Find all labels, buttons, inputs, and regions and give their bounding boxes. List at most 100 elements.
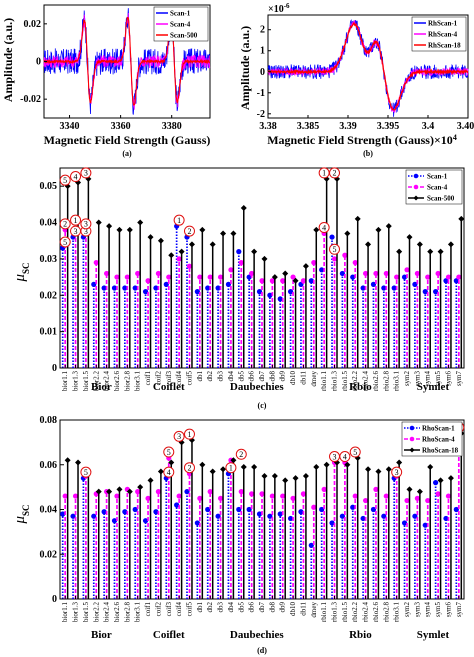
chart-d-marker-2	[145, 495, 151, 501]
chart-c-rank-number: 3	[74, 227, 78, 236]
chart-d-rank-badge	[183, 428, 195, 440]
chart-d-category-label: rbio1.1	[320, 602, 328, 623]
chart-d-marker-1	[194, 520, 200, 526]
chart-d-marker-3	[427, 463, 434, 470]
legend-c-label-2: Scan-4	[427, 184, 448, 192]
chart-c-rank-number: 1	[322, 169, 326, 178]
chart-d-category-label: bior2.8	[123, 602, 131, 623]
chart-c-rank-number: 2	[187, 227, 191, 236]
chart-d-marker-1	[412, 513, 418, 519]
chart-c-marker-2	[93, 259, 99, 266]
chart-d-marker-3	[209, 468, 216, 475]
chart-c-marker-1	[443, 278, 449, 284]
chart-c-category-label: sym3	[413, 371, 421, 387]
chart-c-marker-1	[91, 281, 97, 287]
chart-c-marker-1	[422, 289, 428, 295]
chart-d-marker-3	[251, 463, 258, 470]
chart-d-category-label: bior3.1	[134, 602, 142, 623]
chart-d-marker-3	[375, 468, 382, 475]
chart-d-marker-1	[236, 506, 242, 513]
chart-c-marker-1	[153, 285, 159, 291]
chart-d-stems	[60, 430, 465, 599]
chart-d-marker-2	[135, 489, 141, 495]
chart-a-xtick-label: 3340	[60, 121, 80, 132]
chart-d-category-label: coif5	[185, 602, 193, 617]
chart-c-ytick-label: 0	[52, 363, 57, 374]
chart-d-marker-2	[300, 491, 307, 497]
chart-c-marker-1	[277, 296, 283, 302]
chart-c-category-label: coif5	[185, 371, 193, 386]
chart-d-category-label: rbio2.2	[351, 602, 359, 623]
chart-c-marker-3	[458, 215, 465, 222]
chart-d-marker-2	[435, 491, 441, 497]
chart-a-ticks: 3340 3360 3380 -0.02 0 0.02	[20, 19, 182, 132]
chart-d-marker-2	[155, 489, 162, 495]
chart-d-category-label: bior1.1	[61, 602, 69, 623]
chart-b-ylabel: Amplitude (a.u.)	[238, 26, 252, 110]
chart-d-category-label: coif2	[154, 602, 162, 617]
chart-b-xtick-label: 3.405	[457, 121, 474, 132]
chart-b-ytick-label: -2	[257, 109, 265, 120]
chart-c-marker-2	[114, 274, 120, 280]
chart-d-ytick-label: 0	[52, 594, 57, 605]
chart-d-marker-1	[111, 518, 118, 524]
chart-c-marker-3	[261, 255, 268, 262]
chart-c-marker-3	[220, 230, 227, 237]
chart-a-series-lines	[43, 8, 211, 115]
chart-d-marker-2	[72, 493, 79, 499]
chart-d-marker-3	[385, 466, 392, 473]
chart-c-marker-3	[95, 219, 102, 226]
chart-d-rank-badge	[163, 446, 175, 458]
chart-c-category-label: db7	[258, 371, 266, 382]
chart-d-marker-1	[401, 520, 408, 526]
chart-c-marker-1	[298, 281, 304, 287]
chart-c-marker-2	[124, 274, 130, 280]
chart-d-category-label: bior2.6	[113, 602, 121, 623]
chart-d-category-label: db8	[268, 602, 276, 613]
chart-d-marker-2	[290, 495, 296, 501]
chart-d-marker-2	[217, 495, 224, 501]
chart-d-category-label: bior1.3	[72, 602, 80, 623]
chart-c-rank-badge	[183, 225, 195, 237]
chart-d-ytick-label: 0.06	[40, 460, 58, 471]
chart-d-marker-1	[443, 515, 449, 522]
chart-d-marker-2	[414, 495, 420, 501]
chart-d-marker-1	[360, 515, 366, 522]
chart-d-rank-badge	[349, 446, 361, 458]
chart-d-marker-2	[176, 493, 182, 499]
chart-d-family-label: Daubechies	[230, 629, 285, 641]
chart-d-category-label: db10	[289, 602, 297, 617]
chart-a-series-3	[43, 17, 211, 106]
chart-d-category-label: rbio3.1	[393, 602, 401, 623]
chart-d-category-label: db7	[258, 602, 266, 613]
chart-b-ytick-label: 1	[260, 46, 265, 57]
chart-a-xlabel: Magnetic Field Strength (Gauss)	[44, 133, 211, 147]
chart-c-marker-3	[251, 248, 258, 255]
chart-c-marker-1	[111, 285, 118, 291]
chart-c-legend: Scan-1 Scan-4 Scan-500	[405, 169, 463, 205]
chart-c-category-label: bior2.6	[113, 371, 121, 392]
chart-c-family-label: Bior	[91, 381, 112, 393]
chart-b-ytick-label: -1	[257, 88, 265, 99]
chart-c-rank-number: 5	[333, 245, 337, 254]
chart-c-category-label: db9	[279, 371, 287, 382]
chart-c-category-label: db4	[227, 371, 235, 382]
chart-d-rank-number: 3	[333, 452, 337, 461]
legend-b-label-2: RhScan-4	[428, 31, 458, 39]
chart-d-marker-1	[60, 511, 66, 517]
chart-c-marker-2	[259, 278, 265, 284]
chart-c-category-label: db2	[206, 371, 214, 382]
chart-d-marker-1	[184, 489, 190, 495]
chart-c-family-label: Coiflet	[153, 381, 185, 393]
legend-a-label-1: Scan-1	[170, 10, 191, 18]
legend-b-label-3: RhScan-18	[428, 42, 461, 50]
chart-d-marker-1	[350, 504, 356, 510]
chart-b-ticks: 3.38 3.385 3.39 3.395 3.4 3.405 -2 -1 0 1 2	[257, 25, 474, 132]
chart-d-marker-2	[373, 486, 379, 492]
chart-d-marker-3	[447, 475, 454, 482]
chart-c-marker-2	[217, 274, 224, 280]
chart-c-marker-3	[116, 226, 123, 233]
chart-a-caption: (a)	[122, 149, 132, 158]
chart-c-marker-2	[155, 270, 162, 277]
